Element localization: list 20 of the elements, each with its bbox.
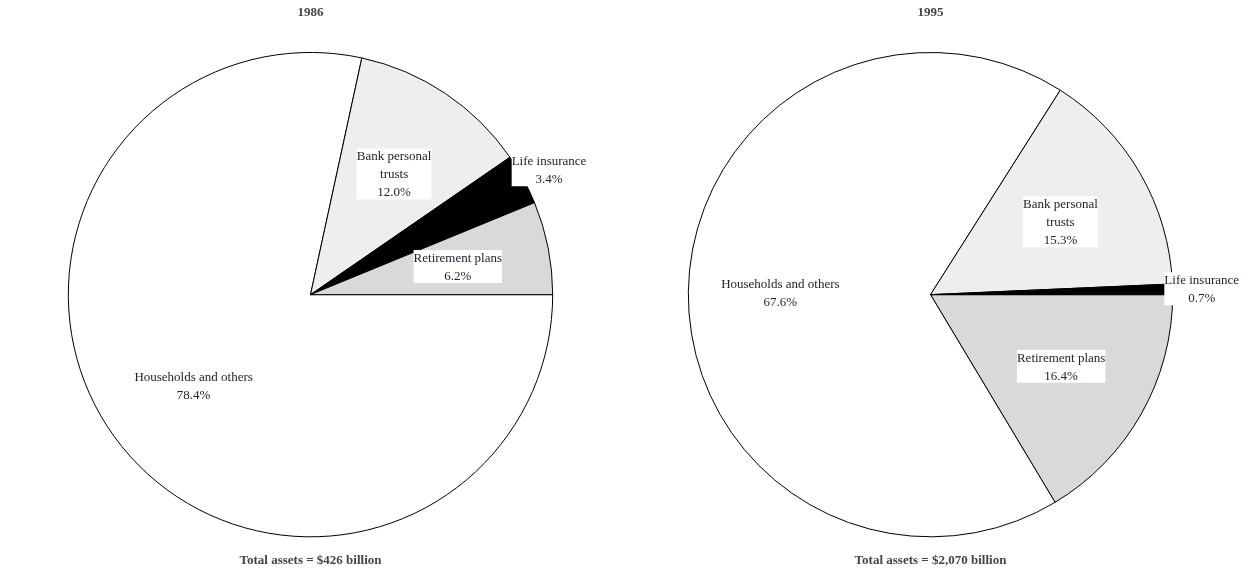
slice-label: Life insurance <box>1164 272 1240 288</box>
data-label: 0.7% <box>1188 290 1216 306</box>
data-label: 16.4% <box>1044 367 1079 383</box>
data-label: 67.6% <box>763 294 798 310</box>
slice-label: Retirement plans <box>1016 349 1106 365</box>
slice-label: Bank personal trusts <box>356 148 432 182</box>
data-label: 12.0% <box>377 184 412 200</box>
text: Total assets = $2,070 billion <box>854 551 1008 567</box>
chart-title: 1986 <box>297 3 324 19</box>
slice-label: Households and others <box>721 276 840 292</box>
slice-label: Retirement plans <box>413 250 503 266</box>
slice-label: Households and others <box>134 369 253 385</box>
data-label: 78.4% <box>176 387 211 403</box>
text: Total assets = $426 billion <box>239 551 383 567</box>
data-label: 6.2% <box>444 268 472 284</box>
chart-title: 1995 <box>917 3 944 19</box>
data-label: 3.4% <box>535 171 563 187</box>
slice-label: Bank personal trusts <box>1023 196 1099 230</box>
slice-label: Life insurance <box>511 153 587 169</box>
data-label: 15.3% <box>1043 232 1078 248</box>
